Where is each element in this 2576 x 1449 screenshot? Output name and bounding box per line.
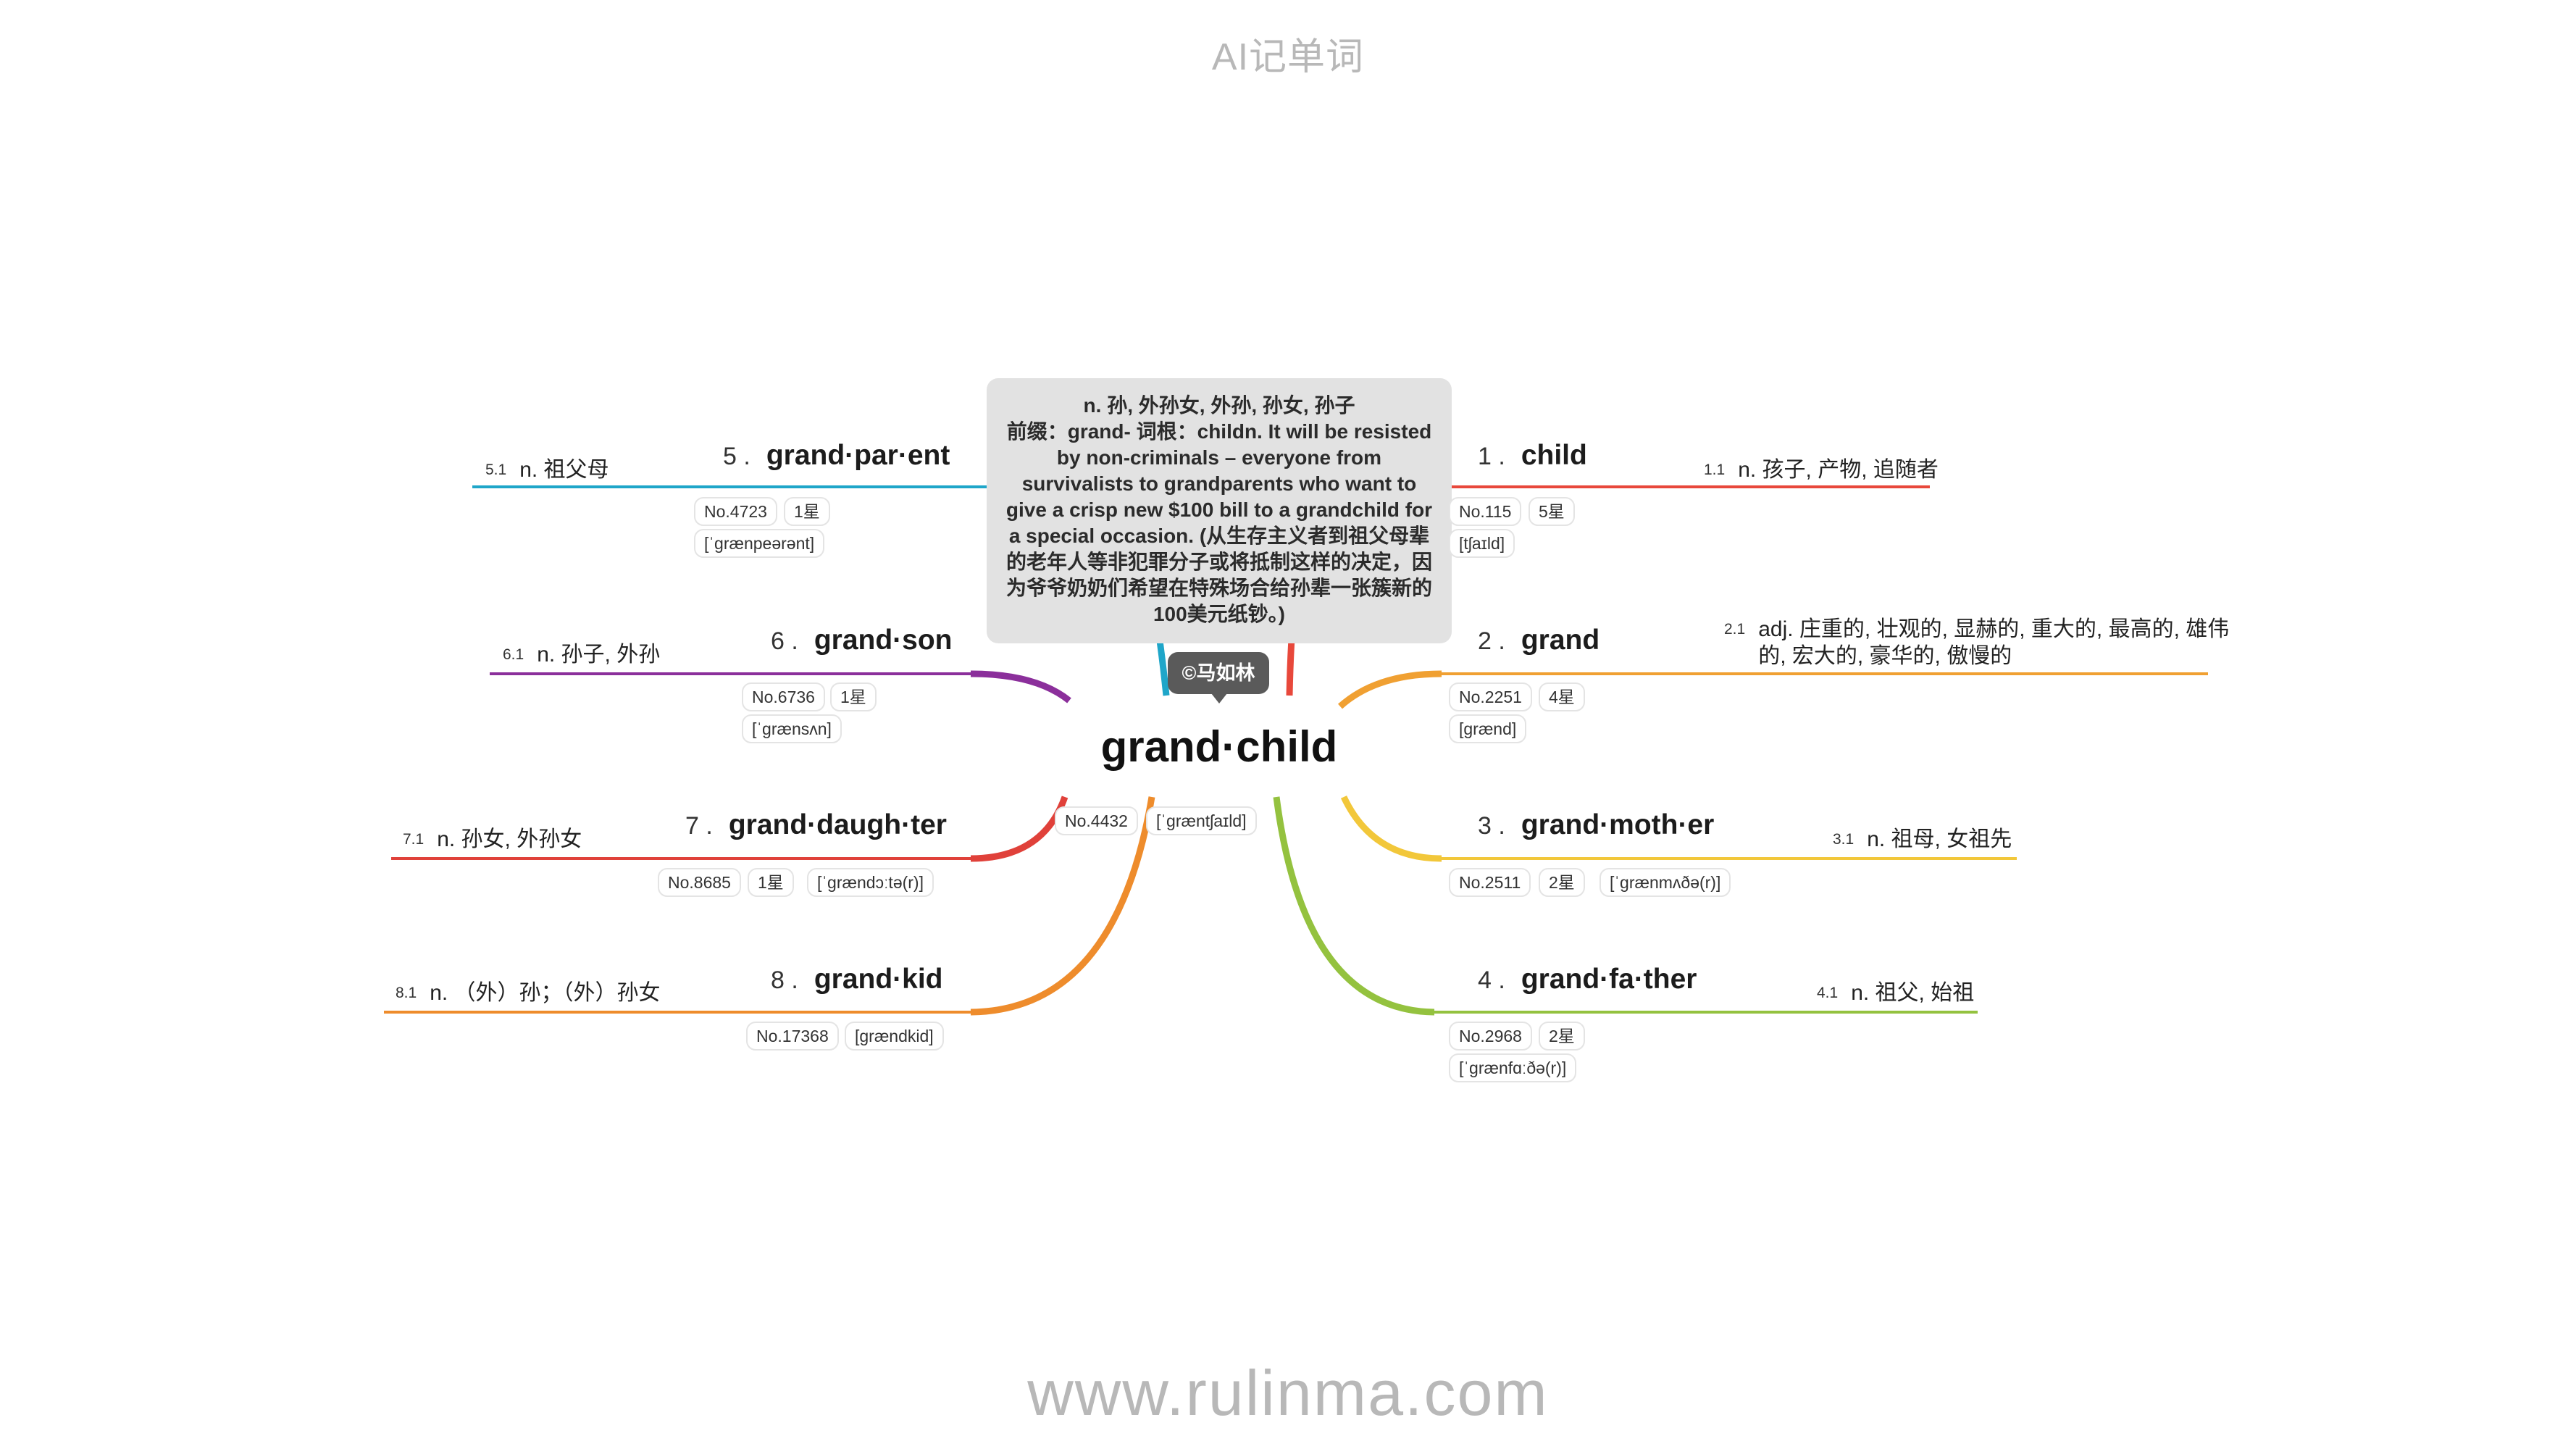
branch-1-rank-tag: No.115 bbox=[1449, 497, 1522, 526]
branch-8-phonetic-tag: [ɡrændkid] bbox=[845, 1022, 944, 1051]
branch-8-meaning: 8.1 n. （外）孙；（外）孙女 bbox=[396, 980, 661, 1006]
branch-6-number: 6 . bbox=[771, 627, 798, 655]
branch-2-sub-number: 2.1 bbox=[1724, 621, 1746, 638]
branch-4-meaning: 4.1 n. 祖父, 始祖 bbox=[1817, 980, 1974, 1006]
branch-4-phonetic-tag: [ˈɡrænfɑːðə(r)] bbox=[1449, 1053, 1577, 1082]
branch-7-phonetic-tag: [ˈɡrændɔːtə(r)] bbox=[807, 868, 934, 897]
branch-8-headword: grand·kid bbox=[814, 964, 943, 995]
branch-7-rank-tag: No.8685 bbox=[658, 868, 741, 897]
branch-5-stars-tag: 1星 bbox=[784, 497, 830, 526]
branch-6-sub-number: 6.1 bbox=[503, 646, 524, 663]
branch-3-rank-tag: No.2511 bbox=[1449, 868, 1531, 897]
copyright-badge: ©马如林 bbox=[1168, 652, 1269, 703]
branch-3-meaning: 3.1 n. 祖母, 女祖先 bbox=[1833, 826, 2012, 853]
branch-7-number: 7 . bbox=[685, 812, 713, 840]
branch-2-meaning-line2: 的, 宏大的, 豪华的, 傲慢的 bbox=[1758, 644, 2012, 668]
branch-2-rank-tag: No.2251 bbox=[1449, 682, 1532, 711]
branch-7-word[interactable]: 7 . grand·daugh·ter bbox=[685, 809, 947, 841]
branch-5-meaning-text: n. 祖父母 bbox=[519, 458, 609, 482]
branch-8-rank-tag: No.17368 bbox=[746, 1022, 839, 1051]
branch-3-meaning-text: n. 祖母, 女祖先 bbox=[1867, 827, 2012, 851]
branch-3-headword: grand·moth·er bbox=[1521, 809, 1715, 840]
branch-5-word[interactable]: 5 . grand·par·ent bbox=[723, 440, 950, 472]
branch-2-meaning-line1: adj. 庄重的, 壮观的, 显赫的, 重大的, 最高的, 雄伟 bbox=[1758, 617, 2230, 641]
branch-6-headword: grand·son bbox=[814, 625, 953, 656]
branch-6-word[interactable]: 6 . grand·son bbox=[771, 625, 952, 656]
branch-6-stars-tag: 1星 bbox=[830, 682, 877, 711]
branch-6-rank-tag: No.6736 bbox=[742, 682, 825, 711]
branch-1-meaning-text: n. 孩子, 产物, 追随者 bbox=[1738, 458, 1939, 482]
branch-4-word[interactable]: 4 . grand·fa·ther bbox=[1478, 964, 1697, 995]
branch-3-phonetic-tag: [ˈɡrænmʌðə(r)] bbox=[1599, 868, 1731, 897]
branch-6-meaning-text: n. 孙子, 外孙 bbox=[537, 643, 661, 667]
branch-7-sub-number: 7.1 bbox=[403, 831, 425, 848]
branch-5-meaning: 5.1 n. 祖父母 bbox=[485, 456, 609, 483]
branch-5-sub-number: 5.1 bbox=[485, 462, 507, 478]
branch-3-word[interactable]: 3 . grand·moth·er bbox=[1478, 809, 1714, 841]
branch-4-rank-tag: No.2968 bbox=[1449, 1022, 1532, 1051]
branch-6-meaning: 6.1 n. 孙子, 外孙 bbox=[503, 641, 660, 668]
branch-4-meaning-text: n. 祖父, 始祖 bbox=[1851, 981, 1975, 1005]
site-url: www.rulinma.com bbox=[1027, 1357, 1549, 1429]
branch-2-number: 2 . bbox=[1478, 627, 1505, 655]
branch-8-sub-number: 8.1 bbox=[396, 985, 417, 1001]
branch-5-headword: grand·par·ent bbox=[766, 440, 950, 471]
center-word[interactable]: grand·child bbox=[1100, 722, 1338, 771]
branch-3-sub-number: 3.1 bbox=[1833, 831, 1854, 848]
branch-7-headword: grand·daugh·ter bbox=[728, 809, 947, 840]
branch-6-phonetic-tag: [ˈɡrænsʌn] bbox=[742, 714, 842, 743]
definition-note: n. 孙, 外孙女, 外孙, 孙女, 孙子 前缀：grand- 词根：child… bbox=[987, 378, 1452, 643]
branch-1-stars-tag: 5星 bbox=[1529, 497, 1575, 526]
branch-3-number: 3 . bbox=[1478, 812, 1505, 840]
branch-1-phonetic-tag: [tʃaɪld] bbox=[1449, 529, 1515, 558]
branch-1-meaning: 1.1 n. 孩子, 产物, 追随者 bbox=[1704, 456, 1939, 483]
branch-2-word[interactable]: 2 . grand bbox=[1478, 625, 1599, 656]
branch-5-phonetic-tag: [ˈɡrænpeərənt] bbox=[694, 529, 825, 558]
branch-8-number: 8 . bbox=[771, 966, 798, 994]
branch-5-rank-tag: No.4723 bbox=[694, 497, 777, 526]
branch-7-meaning: 7.1 n. 孙女, 外孙女 bbox=[403, 826, 582, 853]
branch-5-number: 5 . bbox=[723, 443, 750, 470]
branch-1-sub-number: 1.1 bbox=[1704, 462, 1726, 478]
app-title: AI记单词 bbox=[1211, 36, 1365, 78]
branch-8-word[interactable]: 8 . grand·kid bbox=[771, 964, 942, 995]
branch-4-stars-tag: 2星 bbox=[1539, 1022, 1585, 1051]
branch-3-stars-tag: 2星 bbox=[1539, 868, 1585, 897]
branch-2-phonetic-tag: [ɡrænd] bbox=[1449, 714, 1527, 743]
branch-8-meaning-text: n. （外）孙；（外）孙女 bbox=[430, 981, 661, 1005]
branch-7-stars-tag: 1星 bbox=[748, 868, 794, 897]
branch-4-number: 4 . bbox=[1478, 966, 1505, 994]
branch-4-sub-number: 4.1 bbox=[1817, 985, 1839, 1001]
center-rank-tag: No.4432 bbox=[1055, 806, 1138, 835]
branch-1-word[interactable]: 1 . child bbox=[1478, 440, 1587, 472]
branch-7-meaning-text: n. 孙女, 外孙女 bbox=[437, 827, 582, 851]
branch-2-stars-tag: 4星 bbox=[1539, 682, 1585, 711]
branch-1-number: 1 . bbox=[1478, 443, 1505, 470]
branch-2-headword: grand bbox=[1521, 625, 1600, 656]
center-phonetic-tag: [ˈɡræntʃaɪld] bbox=[1146, 806, 1257, 835]
branch-1-headword: child bbox=[1521, 440, 1587, 471]
branch-4-headword: grand·fa·ther bbox=[1521, 964, 1697, 995]
